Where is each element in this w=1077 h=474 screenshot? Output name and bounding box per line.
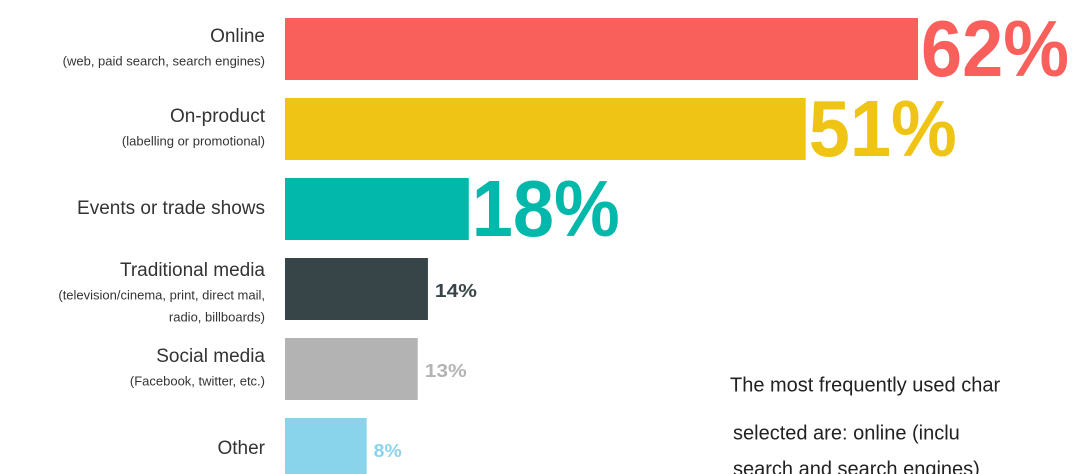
category-sublabel: (Facebook, twitter, etc.) bbox=[130, 373, 265, 388]
note-line: The most frequently used char bbox=[730, 374, 1000, 396]
category-sublabel: (web, paid search, search engines) bbox=[63, 53, 265, 68]
value-label: 18% bbox=[472, 164, 620, 253]
bar bbox=[285, 178, 469, 240]
category-label: Social media bbox=[156, 346, 265, 367]
category-sublabel: (labelling or promotional) bbox=[122, 133, 265, 148]
value-label: 62% bbox=[921, 4, 1069, 93]
value-label: 51% bbox=[809, 84, 957, 173]
bar bbox=[285, 98, 806, 160]
note-line: selected are: online (inclu bbox=[733, 422, 960, 444]
category-label: Traditional media bbox=[120, 260, 265, 281]
category-label: Other bbox=[217, 438, 265, 459]
category-label: On-product bbox=[170, 106, 266, 127]
value-label: 14% bbox=[435, 281, 477, 301]
bar bbox=[285, 18, 919, 80]
category-sublabel: (television/cinema, print, direct mail, bbox=[58, 287, 265, 302]
bar bbox=[285, 338, 418, 400]
category-sublabel: radio, billboards) bbox=[169, 309, 265, 324]
bar bbox=[285, 258, 428, 320]
value-label: 8% bbox=[374, 441, 402, 461]
category-label: Online bbox=[210, 26, 265, 47]
category-label: Events or trade shows bbox=[77, 198, 265, 219]
note-line: search and search engines) bbox=[733, 458, 980, 474]
bar bbox=[285, 418, 367, 474]
value-label: 13% bbox=[425, 361, 467, 381]
